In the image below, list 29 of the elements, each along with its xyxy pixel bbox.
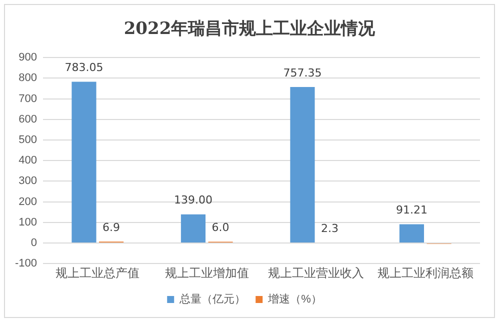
legend-label: 总量（亿元） [178,292,246,306]
bar [180,214,206,242]
y-tick-label: 800 [18,72,38,84]
y-tick-label: -100 [14,258,38,270]
y-tick-label: 200 [18,196,38,208]
data-label: 139.00 [174,194,212,207]
data-label: 783.05 [64,61,104,74]
x-tick-label: 规上工业利润总额 [377,266,474,280]
legend-label: 增速（%） [267,292,322,306]
y-tick-label: 700 [18,92,38,105]
y-tick-label: 300 [18,175,38,188]
data-label: 91.21 [396,204,428,217]
y-tick-label: 0 [30,237,38,250]
y-tick-label: 500 [18,134,38,146]
chart-title: 2022年瑞昌市规上工业企业情况 [122,18,376,40]
data-label: 2.3 [321,222,339,235]
y-tick-label: 100 [18,216,38,228]
x-tick-label: 规上工业总产值 [56,266,140,280]
bar [399,224,424,242]
x-tick-label: 规上工业增加值 [164,266,249,280]
y-tick-label: 900 [18,52,38,64]
bar [290,86,315,242]
y-tick-label: 400 [18,154,38,167]
x-tick-label: 规上工业营业收入 [268,266,364,280]
data-label: 757.35 [283,66,322,80]
bar [72,82,96,242]
data-label: 6.0 [212,221,230,234]
y-tick-label: 600 [18,113,38,126]
data-label: 6.9 [102,220,120,234]
